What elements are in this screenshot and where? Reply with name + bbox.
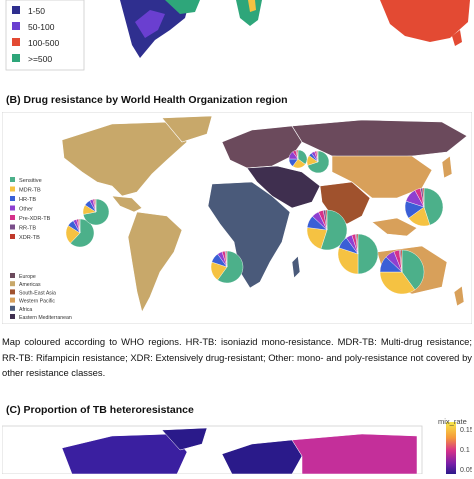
pie-south-east-asia: [306, 209, 348, 251]
pie-slice: [357, 233, 379, 275]
resistance-legend-label: RR-TB: [19, 226, 36, 232]
pie-africa: [210, 250, 244, 284]
greenland: [161, 115, 213, 143]
pie-slice: [70, 218, 95, 248]
pie-slice: [320, 209, 348, 251]
pie-slice: [379, 271, 416, 295]
section-a-africa-part: [248, 0, 256, 12]
pie-slice: [78, 218, 81, 234]
resistance-legend-label: MDR-TB: [19, 188, 41, 194]
colorbar-tick: 0.15: [460, 427, 472, 434]
pie-slice: [325, 209, 328, 231]
western-pacific-islands: [371, 217, 418, 237]
pie-americas: [65, 218, 95, 248]
region-legend-swatch: [10, 314, 15, 319]
pie-slice: [225, 250, 228, 268]
figure-caption: Map coloured according to WHO regions. H…: [2, 336, 472, 378]
resistance-legend-swatch: [10, 224, 15, 230]
map-c-greenland: [161, 427, 208, 451]
pie-slice: [317, 150, 319, 163]
pie-slice: [217, 250, 244, 284]
pie-slice: [400, 249, 403, 273]
section-a-south-america-region: [135, 10, 165, 38]
colorbar-tick: 0.1: [460, 447, 470, 454]
resistance-legend-swatch: [10, 196, 15, 201]
region-legend-label: Western Pacific: [19, 299, 55, 305]
resistance-legend-swatch: [10, 177, 15, 182]
colorbar: [446, 422, 456, 474]
resistance-legend-swatch: [10, 205, 15, 211]
legend-a-label: 100-500: [28, 38, 59, 48]
resistance-legend-label: HR-TB: [19, 197, 36, 203]
new-zealand: [453, 285, 465, 307]
pie-europe: [288, 149, 308, 169]
section-a-map: 1-50 50-100 100-500 >=500: [0, 0, 474, 74]
region-legend-swatch: [10, 281, 15, 287]
pie-slice: [401, 249, 425, 291]
section-a-legend: 1-50 50-100 100-500 >=500: [12, 6, 59, 64]
heteroresistance-map-svg: mix_rate 0.15 0.1 0.05: [1, 417, 474, 475]
resistance-legend-swatch: [10, 215, 15, 220]
legend-a-label: >=500: [28, 54, 52, 64]
section-c-title: (C) Proportion of TB heteroresistance: [6, 404, 194, 416]
section-a-brazil: [165, 0, 200, 14]
resistance-legend-swatch: [10, 186, 15, 192]
pie-western-pacific: [404, 187, 444, 227]
pie-slice: [296, 149, 299, 160]
colorbar-tick: 0.05: [460, 467, 472, 474]
pie-slice: [356, 233, 359, 255]
madagascar: [291, 255, 301, 279]
section-b-title: (B) Drug resistance by World Health Orga…: [6, 94, 288, 106]
colorbar-title: mix_rate: [438, 418, 467, 426]
pie-slice: [94, 198, 97, 213]
western-pacific-china: [331, 155, 433, 199]
legend-a-swatch: [12, 6, 20, 14]
pie-europe-2: [306, 150, 330, 174]
pie-western-pacific-2: [379, 249, 425, 295]
legend-a-label: 50-100: [28, 22, 55, 32]
region-legend-label: Africa: [19, 307, 32, 313]
region-legend-label: South-East Asia: [19, 290, 56, 296]
resistance-legend-swatch: [10, 234, 15, 239]
resistance-legend-label: Pre-XDR-TB: [19, 216, 51, 222]
drug-resistance-map: Sensitive MDR-TB HR-TB Other Pre-XDR-TB RR-TB…: [1, 111, 473, 325]
eastern-mediterranean: [246, 165, 321, 209]
japan: [441, 155, 453, 179]
pie-slice: [422, 187, 425, 208]
legend-a-label: 1-50: [28, 6, 45, 16]
resistance-legend-label: Other: [19, 207, 33, 213]
region-legend-swatch: [10, 297, 15, 303]
resistance-legend: Sensitive MDR-TB HR-TB Other Pre-XDR-TB RR-TB…: [10, 177, 51, 241]
pie-charts: [65, 149, 444, 295]
heteroresistance-map: mix_rate 0.15 0.1 0.05: [1, 417, 474, 475]
region-legend-swatch: [10, 305, 15, 311]
region-legend-swatch: [10, 289, 15, 295]
legend-a-swatch: [12, 54, 20, 62]
resistance-legend-label: Sensitive: [19, 178, 42, 184]
pie-eastern-mediterranean: [337, 233, 379, 275]
pie-slice: [423, 187, 444, 226]
region-legend-swatch: [10, 273, 15, 278]
map-c-russia: [291, 433, 418, 475]
pie-slice: [337, 247, 359, 275]
region-legend-label: Americas: [19, 282, 41, 288]
drug-resistance-map-svg: Sensitive MDR-TB HR-TB Other Pre-XDR-TB RR-TB…: [1, 111, 473, 325]
resistance-legend-label: XDR-TB: [19, 235, 40, 241]
section-a-australia: [380, 0, 470, 42]
region-legend: Europe Americas South-East Asia Western Pac…: [10, 273, 72, 321]
region-legend-label: Europe: [19, 274, 36, 280]
section-a-nz: [452, 30, 462, 46]
pie-americas-2: [82, 198, 110, 226]
russia: [291, 119, 468, 159]
central-america: [111, 195, 143, 213]
section-a-map-svg: 1-50 50-100 100-500 >=500: [5, 0, 470, 71]
region-legend-label: Eastern Mediterranean: [19, 315, 72, 321]
africa: [207, 181, 291, 289]
legend-a-swatch: [12, 22, 20, 30]
legend-a-swatch: [12, 38, 20, 46]
americas-south: [127, 211, 183, 313]
